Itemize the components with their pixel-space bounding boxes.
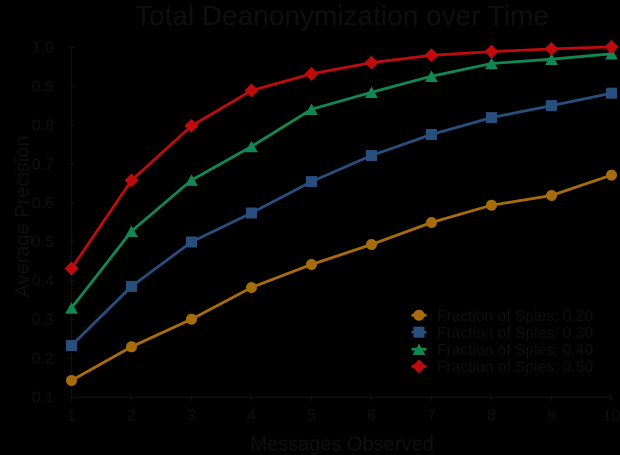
svg-text:6: 6 [367,408,376,425]
svg-text:1: 1 [67,408,76,425]
svg-text:0.6: 0.6 [32,195,54,212]
svg-text:Fraction of Spies: 0.20: Fraction of Spies: 0.20 [437,308,593,325]
svg-text:9: 9 [547,408,556,425]
svg-text:7: 7 [427,408,436,425]
svg-text:5: 5 [307,408,316,425]
svg-text:Fraction of Spies: 0.40: Fraction of Spies: 0.40 [437,342,593,359]
svg-text:Average Precision: Average Precision [12,136,34,298]
svg-text:0.9: 0.9 [32,79,54,96]
svg-text:0.5: 0.5 [32,234,54,251]
svg-text:0.7: 0.7 [32,156,54,173]
svg-text:Fraction of Spies: 0.50: Fraction of Spies: 0.50 [437,359,593,376]
svg-text:Messages Observed: Messages Observed [250,434,433,455]
svg-text:0.2: 0.2 [32,351,54,368]
svg-text:8: 8 [487,408,496,425]
svg-text:0.3: 0.3 [32,312,54,329]
svg-text:0.1: 0.1 [32,389,54,406]
svg-text:2: 2 [127,408,136,425]
svg-text:Fraction of Spies: 0.30: Fraction of Spies: 0.30 [437,325,593,342]
svg-text:10: 10 [603,408,620,425]
svg-text:0.8: 0.8 [32,117,54,134]
svg-text:3: 3 [187,408,196,425]
svg-text:1.0: 1.0 [32,40,54,57]
svg-text:0.4: 0.4 [32,273,54,290]
svg-text:Total Deanonymization over Tim: Total Deanonymization over Time [135,0,549,31]
svg-text:4: 4 [247,408,256,425]
